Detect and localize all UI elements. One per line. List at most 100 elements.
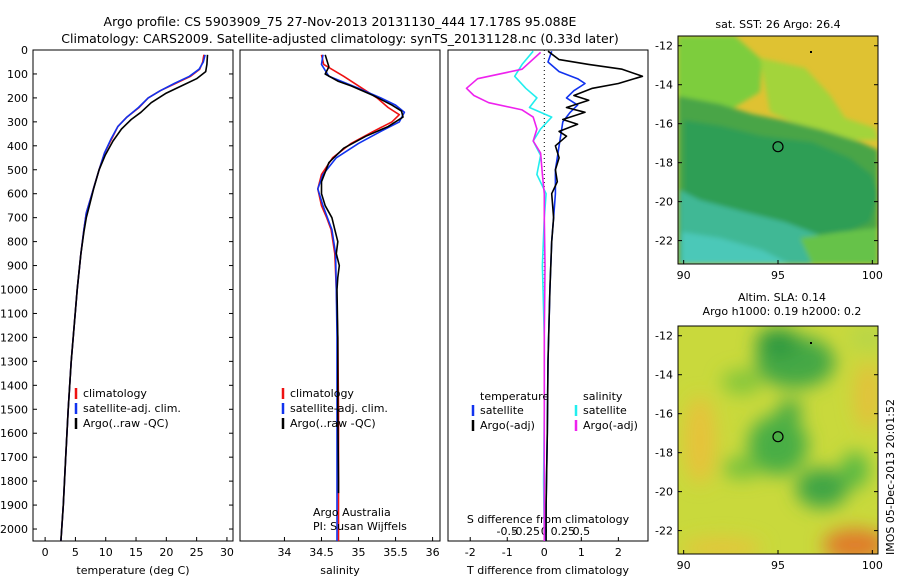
sst-y-tick-label: -12 [655, 40, 673, 53]
series-line-black [545, 50, 644, 541]
series-line-black [60, 54, 209, 542]
y-tick-label: 2000 [0, 523, 28, 536]
y-tick-label: 900 [7, 260, 28, 273]
top-tick-label: -0.25 [512, 525, 540, 538]
sst-x-tick-label: 95 [771, 269, 785, 282]
y-tick-label: 800 [7, 236, 28, 249]
sst-map-title: sat. SST: 26 Argo: 26.4 [715, 18, 840, 31]
top-axis-label: S difference from climatology [467, 513, 630, 526]
profile-panel-2: 34 34.5 35 35.5 36 salinity climatology satelli… [239, 49, 441, 577]
sst-field [678, 36, 878, 264]
top-tick-label: 0.5 [573, 525, 591, 538]
sst-dot [810, 51, 812, 53]
legend-label: satellite [583, 404, 627, 417]
legend-title-salinity: salinity [583, 390, 623, 403]
sst-float-marker [772, 141, 784, 153]
x-tick-label: 36 [426, 546, 440, 559]
legend-label: Argo(-adj) [583, 419, 638, 432]
y-tick-label: 1600 [0, 427, 28, 440]
y-tick-label: 700 [7, 212, 28, 225]
x-axis-label: temperature (deg C) [76, 564, 189, 577]
sla-field [678, 326, 878, 554]
y-tick-label: 100 [7, 68, 28, 81]
sla-y-tick-label: -22 [655, 525, 673, 538]
series-line-blue [60, 54, 206, 542]
x-tick-label: 10 [99, 546, 113, 559]
sst-y-tick-label: -18 [655, 157, 673, 170]
x-tick-label: 15 [129, 546, 143, 559]
sla-y-tick-label: -16 [655, 408, 673, 421]
legend-label: climatology [83, 387, 147, 400]
y-tick-label: 1300 [0, 355, 28, 368]
y-tick-label: 600 [7, 188, 28, 201]
x-tick-label: 1 [578, 546, 585, 559]
sla-dot [810, 342, 812, 344]
y-tick-label: 1800 [0, 475, 28, 488]
y-tick-label: 1500 [0, 403, 28, 416]
x-tick-label: 34.5 [309, 546, 334, 559]
sla-x-tick-label: 90 [677, 559, 691, 572]
x-axis-label: T difference from climatology [466, 564, 629, 577]
series-line-blue [317, 54, 406, 541]
y-tick-label: 0 [21, 44, 28, 57]
sla-x-tick-label: 95 [771, 559, 785, 572]
annotation-line-1: Argo Australia [313, 506, 391, 519]
sst-x-tick-label: 90 [677, 269, 691, 282]
x-tick-label: 5 [72, 546, 79, 559]
sst-map: sat. SST: 26 Argo: 26.4 -12 -14 -16 -18 -20 -… [655, 18, 883, 282]
x-tick-label: -2 [465, 546, 476, 559]
legend-label: climatology [290, 387, 354, 400]
x-tick-label: 0 [42, 546, 49, 559]
y-tick-label: 1700 [0, 451, 28, 464]
sla-y-tick-label: -12 [655, 330, 673, 343]
plot-frame [447, 49, 649, 542]
sla-map: Altim. SLA: 0.14 Argo h1000: 0.19 h2000:… [655, 291, 883, 572]
y-tick-label: 300 [7, 116, 28, 129]
y-tick-label: 1100 [0, 307, 28, 320]
y-tick-label: 1400 [0, 379, 28, 392]
plot-frame [239, 49, 441, 542]
series-line-black [320, 54, 404, 494]
legend-label: satellite-adj. clim. [290, 402, 388, 415]
legend-label: Argo(..raw -QC) [290, 417, 376, 430]
x-tick-label: 35 [352, 546, 366, 559]
x-tick-label: 20 [159, 546, 173, 559]
sst-y-tick-label: -16 [655, 118, 673, 131]
profile-panel-1: 0100200300400500600700800900100011001200… [0, 44, 234, 577]
sla-map-title-2: Argo h1000: 0.19 h2000: 0.2 [703, 305, 862, 318]
legend-label: Argo(..raw -QC) [83, 417, 169, 430]
sla-y-tick-label: -20 [655, 486, 673, 499]
legend-label: satellite-adj. clim. [83, 402, 181, 415]
legend-title-temperature: temperature [480, 390, 549, 403]
legend-label: satellite [480, 404, 524, 417]
legend-label: Argo(-adj) [480, 419, 535, 432]
title-line-1: Argo profile: CS 5903909_75 27-Nov-2013 … [104, 14, 577, 29]
series-line-red [60, 54, 205, 542]
plot-frame [32, 49, 234, 542]
timestamp-stamp: IMOS 05-Dec-2013 20:01:52 [884, 399, 897, 555]
title-line-2: Climatology: CARS2009. Satellite-adjuste… [61, 31, 618, 46]
y-tick-label: 1000 [0, 284, 28, 297]
series-line-blue [545, 50, 586, 542]
x-tick-label: 0 [541, 546, 548, 559]
sla-y-tick-label: -14 [655, 369, 673, 382]
annotation-line-2: PI: Susan Wijffels [313, 520, 407, 533]
x-axis-label: salinity [320, 564, 360, 577]
sst-y-tick-label: -14 [655, 79, 673, 92]
y-tick-label: 1900 [0, 499, 28, 512]
y-tick-label: 1200 [0, 331, 28, 344]
top-tick-label: -0.5 [497, 525, 518, 538]
y-tick-label: 400 [7, 140, 28, 153]
x-tick-label: 35.5 [383, 546, 408, 559]
y-tick-label: 500 [7, 164, 28, 177]
x-tick-label: 2 [615, 546, 622, 559]
x-tick-label: 25 [190, 546, 204, 559]
y-tick-label: 200 [7, 92, 28, 105]
sst-x-tick-label: 100 [862, 269, 883, 282]
sla-map-title-1: Altim. SLA: 0.14 [738, 291, 826, 304]
sla-y-tick-label: -18 [655, 447, 673, 460]
sst-y-tick-label: -20 [655, 196, 673, 209]
x-tick-label: 30 [220, 546, 234, 559]
sla-float-marker [772, 431, 784, 443]
